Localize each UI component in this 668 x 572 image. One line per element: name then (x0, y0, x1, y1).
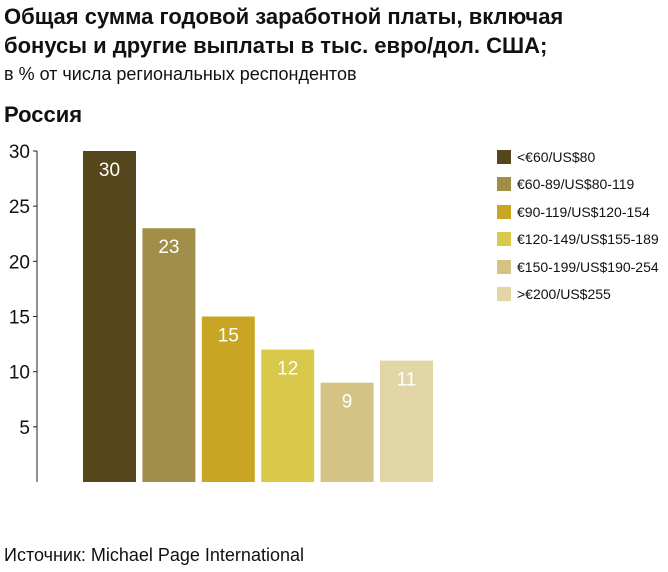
legend-item: €60-89/US$80-119 (497, 171, 659, 199)
y-tick-label: 5 (19, 418, 30, 439)
y-tick-label: 25 (9, 197, 30, 218)
legend-label: €90-119/US$120-154 (517, 203, 650, 220)
bar-value-label: 9 (342, 392, 353, 413)
legend-label: >€200/US$255 (517, 286, 611, 303)
chart-legend: <€60/US$80 €60-89/US$80-119 €90-119/US$120… (497, 143, 659, 308)
bar (83, 151, 136, 482)
legend-label: <€60/US$80 (517, 148, 596, 165)
bar (380, 360, 433, 482)
legend-swatch (497, 149, 511, 164)
y-tick-label: 10 (9, 363, 30, 384)
legend-swatch (497, 232, 511, 247)
source-note: Источник: Michael Page International (4, 545, 304, 565)
bar (261, 349, 315, 482)
chart-title-line-2: бонусы и другие выплаты в тыс. евро/дол.… (4, 33, 548, 58)
legend-item: <€60/US$80 (497, 143, 659, 171)
legend-swatch (497, 259, 511, 274)
y-tick-label: 30 (9, 142, 30, 163)
region-label: Россия (4, 102, 83, 127)
chart-subtitle: в % от числа региональных респондентов (4, 64, 357, 84)
chart-title: Общая сумма годовой заработной платы, вк… (4, 2, 664, 60)
bar (320, 382, 374, 482)
legend-swatch (497, 177, 511, 192)
bar-value-label: 23 (158, 237, 179, 258)
legend-label: €120-149/US$155-189 (517, 231, 659, 248)
legend-item: €150-199/US$190-254 (497, 253, 659, 281)
bar (142, 228, 196, 482)
bar-value-label: 12 (277, 359, 298, 380)
legend-swatch (497, 287, 511, 302)
legend-item: €120-149/US$155-189 (497, 226, 659, 254)
legend-swatch (497, 204, 511, 219)
legend-item: €90-119/US$120-154 (497, 198, 659, 226)
y-tick-label: 20 (9, 252, 30, 273)
bar-value-label: 11 (397, 370, 417, 391)
bar-value-label: 15 (218, 326, 239, 347)
bar (201, 316, 255, 482)
legend-label: €60-89/US$80-119 (517, 176, 635, 193)
legend-item: >€200/US$255 (497, 281, 659, 309)
chart-title-line-1: Общая сумма годовой заработной платы, вк… (4, 4, 564, 29)
bar-value-label: 30 (99, 160, 120, 181)
y-tick-label: 15 (9, 308, 30, 329)
legend-label: €150-199/US$190-254 (517, 258, 659, 275)
